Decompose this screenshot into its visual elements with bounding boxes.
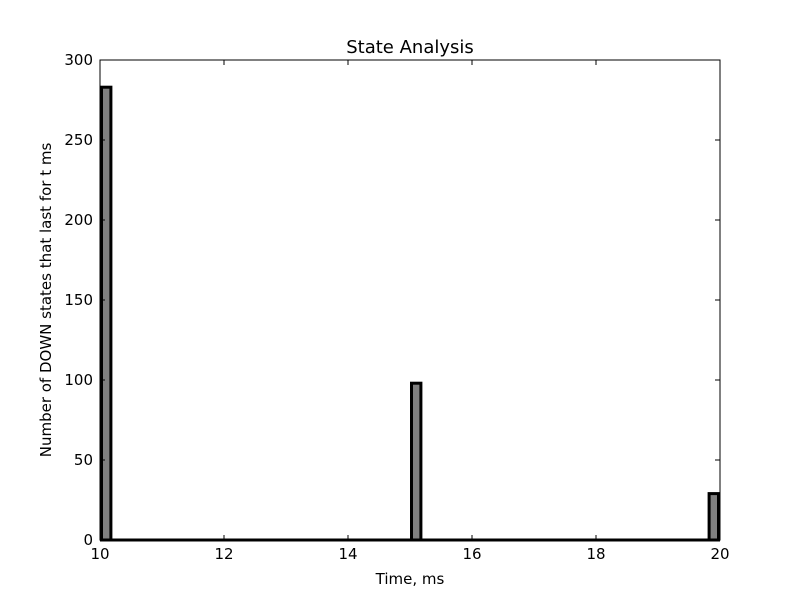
y-tick-label: 100	[64, 371, 93, 389]
y-axis-label: Number of DOWN states that last for t ms	[37, 143, 55, 458]
x-tick-label: 20	[710, 545, 729, 563]
y-tick-label: 50	[74, 451, 93, 469]
plot-frame	[99, 59, 721, 541]
x-tick-label: 12	[214, 545, 233, 563]
x-tick-label: 10	[90, 545, 109, 563]
histogram-bar	[707, 492, 720, 542]
histogram-bar	[410, 381, 423, 542]
bars-layer	[100, 85, 720, 542]
histogram-bar	[100, 85, 113, 542]
y-tick-label: 250	[64, 131, 93, 149]
y-tick-label: 300	[64, 51, 93, 69]
x-tick-label: 14	[338, 545, 357, 563]
chart-title: State Analysis	[346, 37, 474, 58]
y-tick-label: 0	[83, 531, 93, 549]
y-tick-label: 150	[64, 291, 93, 309]
y-tick-label: 200	[64, 211, 93, 229]
x-tick-label: 16	[462, 545, 481, 563]
x-tick-label: 18	[586, 545, 605, 563]
x-axis-label: Time, ms	[375, 570, 445, 588]
